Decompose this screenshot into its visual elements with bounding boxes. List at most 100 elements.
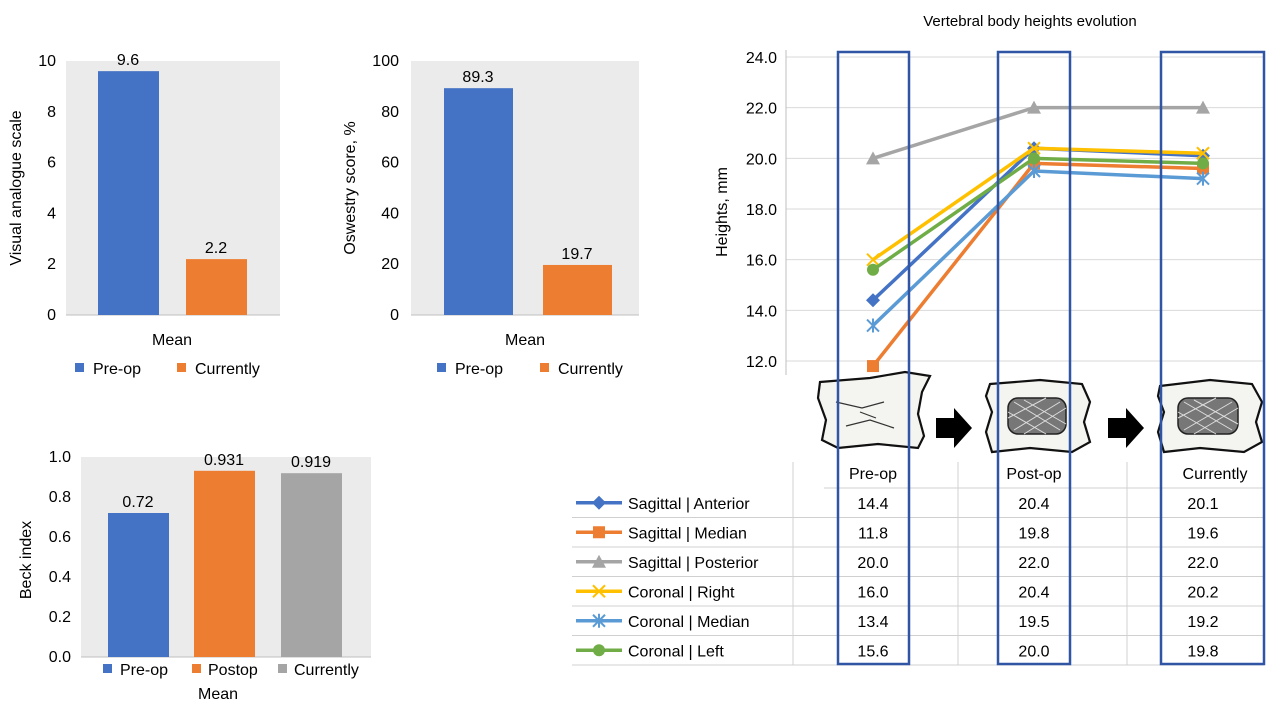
table-series-name-sagittal-median: Sagittal | Median xyxy=(628,525,747,542)
heights-point-sagittal-posterior xyxy=(1196,100,1210,114)
table-cell-sagittal-median: 11.8 xyxy=(858,525,888,542)
oswestry-legend-swatch-currently xyxy=(540,363,549,372)
table-cell-coronal-right: 20.2 xyxy=(1187,584,1218,601)
vas-y-axis-label: Visual analogue scale xyxy=(8,110,25,265)
heights-point-coronal-right xyxy=(1196,146,1210,160)
heights-series-line-sagittal-median xyxy=(871,161,1204,368)
table-cell-coronal-left: 15.6 xyxy=(857,643,888,660)
osw-y-tick-label: 80 xyxy=(381,104,399,121)
highlight-box-postop xyxy=(996,50,1072,666)
vertebra-postop-illustration xyxy=(984,378,1092,454)
oswestry-label-currently: 19.7 xyxy=(561,246,592,263)
table-cell-sagittal-median: 19.8 xyxy=(1018,525,1049,542)
vas-y-tick-label: 4 xyxy=(47,205,56,222)
table-legend-marker-coronal-median xyxy=(592,613,606,628)
table-cell-sagittal-anterior: 20.4 xyxy=(1018,496,1049,513)
vas-label-preop: 9.6 xyxy=(117,52,139,69)
oswestry-label-preop: 89.3 xyxy=(462,69,493,86)
heights-point-coronal-median xyxy=(866,318,880,333)
table-cell-coronal-median: 13.4 xyxy=(857,614,888,631)
arrow-right-icon xyxy=(936,408,972,448)
osw-y-tick-label: 20 xyxy=(381,256,399,273)
heights-point-coronal-median xyxy=(1027,164,1041,178)
oswestry-bar-preop xyxy=(444,88,513,315)
table-cell-sagittal-posterior: 20.0 xyxy=(857,555,888,572)
table-cell-sagittal-anterior: 20.1 xyxy=(1187,496,1218,513)
vas-legend-swatch-preop xyxy=(75,363,84,372)
table-header-currently: Currently xyxy=(1183,466,1248,483)
heights-point-coronal-left xyxy=(1197,157,1209,170)
osw-y-tick-label: 40 xyxy=(381,205,399,222)
heights-point-sagittal-median xyxy=(867,360,879,373)
oswestry-chart: 0 20 40 60 80 100 89.3 19.7 Oswestry score, %… xyxy=(342,53,639,378)
beck-y-tick-label: 0.0 xyxy=(49,649,71,666)
vas-bar-currently xyxy=(186,259,247,315)
beck-legend-swatch-currently xyxy=(278,664,287,673)
table-cell-coronal-right: 16.0 xyxy=(857,584,888,601)
arrow-right-icon xyxy=(1108,408,1144,448)
osw-y-tick-label: 60 xyxy=(381,155,399,172)
table-cell-coronal-right: 20.4 xyxy=(1018,584,1049,601)
oswestry-y-axis-label: Oswestry score, % xyxy=(342,121,359,254)
table-series-name-coronal-left: Coronal | Left xyxy=(628,643,724,660)
beck-chart: 0.0 0.2 0.4 0.6 0.8 1.0 0.72 0.931 0.919 Beck… xyxy=(18,449,371,703)
vas-bar-preop xyxy=(98,71,159,315)
table-legend-marker-sagittal-posterior xyxy=(592,554,606,568)
vas-chart: 0 2 4 6 8 10 9.6 2.2 Visual analogue scale Me… xyxy=(8,52,280,378)
heights-y-tick-label: 16.0 xyxy=(746,253,777,270)
beck-y-axis-label: Beck index xyxy=(18,521,35,599)
beck-y-tick-label: 0.4 xyxy=(49,569,71,586)
vas-legend-swatch-currently xyxy=(177,363,186,372)
oswestry-legend-preop: Pre-op xyxy=(455,361,503,378)
vas-y-tick-label: 8 xyxy=(47,104,56,121)
oswestry-bar-currently xyxy=(543,264,612,315)
beck-y-tick-label: 0.8 xyxy=(49,489,71,506)
beck-y-tick-label: 0.2 xyxy=(49,609,71,626)
heights-y-tick-label: 18.0 xyxy=(746,202,777,219)
beck-legend-preop: Pre-op xyxy=(120,662,168,679)
beck-y-tick-label: 1.0 xyxy=(49,449,71,466)
table-legend-marker-coronal-right xyxy=(592,584,606,598)
table-cell-coronal-left: 20.0 xyxy=(1018,643,1049,660)
table-series-name-sagittal-anterior: Sagittal | Anterior xyxy=(628,496,750,513)
osw-y-tick-label: 0 xyxy=(390,307,399,324)
highlight-box-preop xyxy=(836,50,911,666)
heights-point-sagittal-posterior xyxy=(866,151,880,165)
table-header-preop: Pre-op xyxy=(849,466,897,483)
heights-point-coronal-right xyxy=(866,252,880,267)
heights-y-tick-label: 20.0 xyxy=(746,151,777,168)
vas-y-tick-label: 2 xyxy=(47,256,56,273)
heights-point-sagittal-posterior xyxy=(1027,100,1041,114)
heights-chart: Vertebral body heights evolution Heights… xyxy=(572,13,1266,666)
heights-point-sagittal-anterior xyxy=(866,293,880,308)
beck-label-postop: 0.931 xyxy=(204,452,244,469)
table-legend-marker-sagittal-median xyxy=(593,526,605,539)
vas-y-tick-label: 0 xyxy=(47,307,56,324)
table-cell-sagittal-posterior: 22.0 xyxy=(1187,555,1218,572)
beck-x-axis-label: Mean xyxy=(198,686,238,703)
osw-y-tick-label: 100 xyxy=(372,53,399,70)
vas-y-tick-label: 6 xyxy=(47,155,56,172)
beck-label-currently: 0.919 xyxy=(291,454,331,471)
heights-point-coronal-median xyxy=(1196,171,1210,186)
vas-x-axis-label: Mean xyxy=(152,332,192,349)
oswestry-legend-currently: Currently xyxy=(558,361,623,378)
oswestry-legend-swatch-preop xyxy=(437,363,446,372)
table-cell-coronal-median: 19.5 xyxy=(1018,614,1049,631)
highlight-box-currently xyxy=(1159,50,1266,666)
heights-point-coronal-right xyxy=(1027,141,1041,155)
heights-point-coronal-left xyxy=(867,263,879,276)
beck-bar-postop xyxy=(194,470,255,657)
table-cell-coronal-median: 19.2 xyxy=(1187,614,1218,631)
table-cell-sagittal-median: 19.6 xyxy=(1187,525,1218,542)
vertebra-currently-illustration xyxy=(1156,378,1264,454)
oswestry-x-axis-label: Mean xyxy=(505,332,545,349)
table-legend-marker-coronal-left xyxy=(593,644,605,657)
table-cell-sagittal-anterior: 14.4 xyxy=(857,496,888,513)
beck-legend-postop: Postop xyxy=(208,662,258,679)
table-cell-sagittal-posterior: 22.0 xyxy=(1018,555,1049,572)
vertebra-preop-illustration xyxy=(816,370,932,450)
beck-bar-currently xyxy=(281,473,342,657)
heights-point-coronal-left xyxy=(1028,152,1040,165)
beck-y-tick-label: 0.6 xyxy=(49,529,71,546)
